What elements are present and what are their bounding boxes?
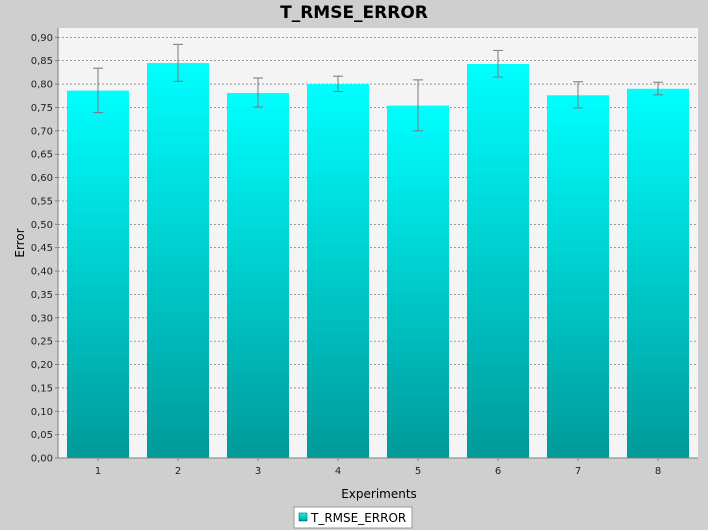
y-tick-label: 0,15 [31, 383, 53, 394]
bar [307, 84, 369, 458]
y-axis-label: Error [13, 228, 27, 257]
bar [387, 105, 449, 458]
y-tick-label: 0,00 [31, 454, 53, 465]
y-tick-label: 0,50 [31, 220, 53, 231]
legend-label: T_RMSE_ERROR [310, 511, 406, 525]
x-axis-ticks: 1 2 3 4 5 6 7 8 [95, 458, 661, 477]
bar [147, 63, 209, 458]
y-tick-label: 0,55 [31, 196, 53, 207]
y-tick-label: 0,65 [31, 150, 53, 161]
x-tick-label: 1 [95, 466, 101, 477]
y-tick-label: 0,35 [31, 290, 53, 301]
legend-swatch [298, 512, 308, 522]
legend-box [293, 506, 413, 529]
y-tick-label: 0,70 [31, 126, 53, 137]
y-tick-label: 0,60 [31, 173, 53, 184]
bar [67, 90, 129, 458]
legend: T_RMSE_ERROR [293, 506, 413, 529]
y-tick-label: 0,90 [31, 33, 53, 44]
x-tick-label: 6 [495, 466, 501, 477]
x-tick-label: 7 [575, 466, 581, 477]
bar [227, 92, 289, 458]
bar [547, 95, 609, 458]
bars [67, 63, 689, 459]
chart-title: T_RMSE_ERROR [280, 3, 428, 23]
y-tick-label: 0,20 [31, 360, 53, 371]
bar [627, 88, 689, 459]
y-tick-label: 0,30 [31, 313, 53, 324]
y-tick-label: 0,85 [31, 56, 53, 67]
y-tick-label: 0,40 [31, 267, 53, 278]
x-tick-label: 4 [335, 466, 341, 477]
x-tick-label: 3 [255, 466, 261, 477]
y-tick-label: 0,45 [31, 243, 53, 254]
y-tick-label: 0,75 [31, 103, 53, 114]
x-tick-label: 8 [655, 466, 661, 477]
bar [467, 63, 529, 458]
y-tick-label: 0,25 [31, 337, 53, 348]
y-tick-label: 0,05 [31, 430, 53, 441]
y-tick-label: 0,10 [31, 407, 53, 418]
x-tick-label: 5 [415, 466, 421, 477]
y-tick-label: 0,80 [31, 80, 53, 91]
x-tick-label: 2 [175, 466, 181, 477]
x-axis-label: Experiments [341, 487, 417, 501]
y-axis-ticks: 0,00 0,05 0,10 0,15 0,20 0,25 0,30 0,35 0,40 0,45… [31, 33, 58, 465]
error-bars [93, 43, 663, 132]
